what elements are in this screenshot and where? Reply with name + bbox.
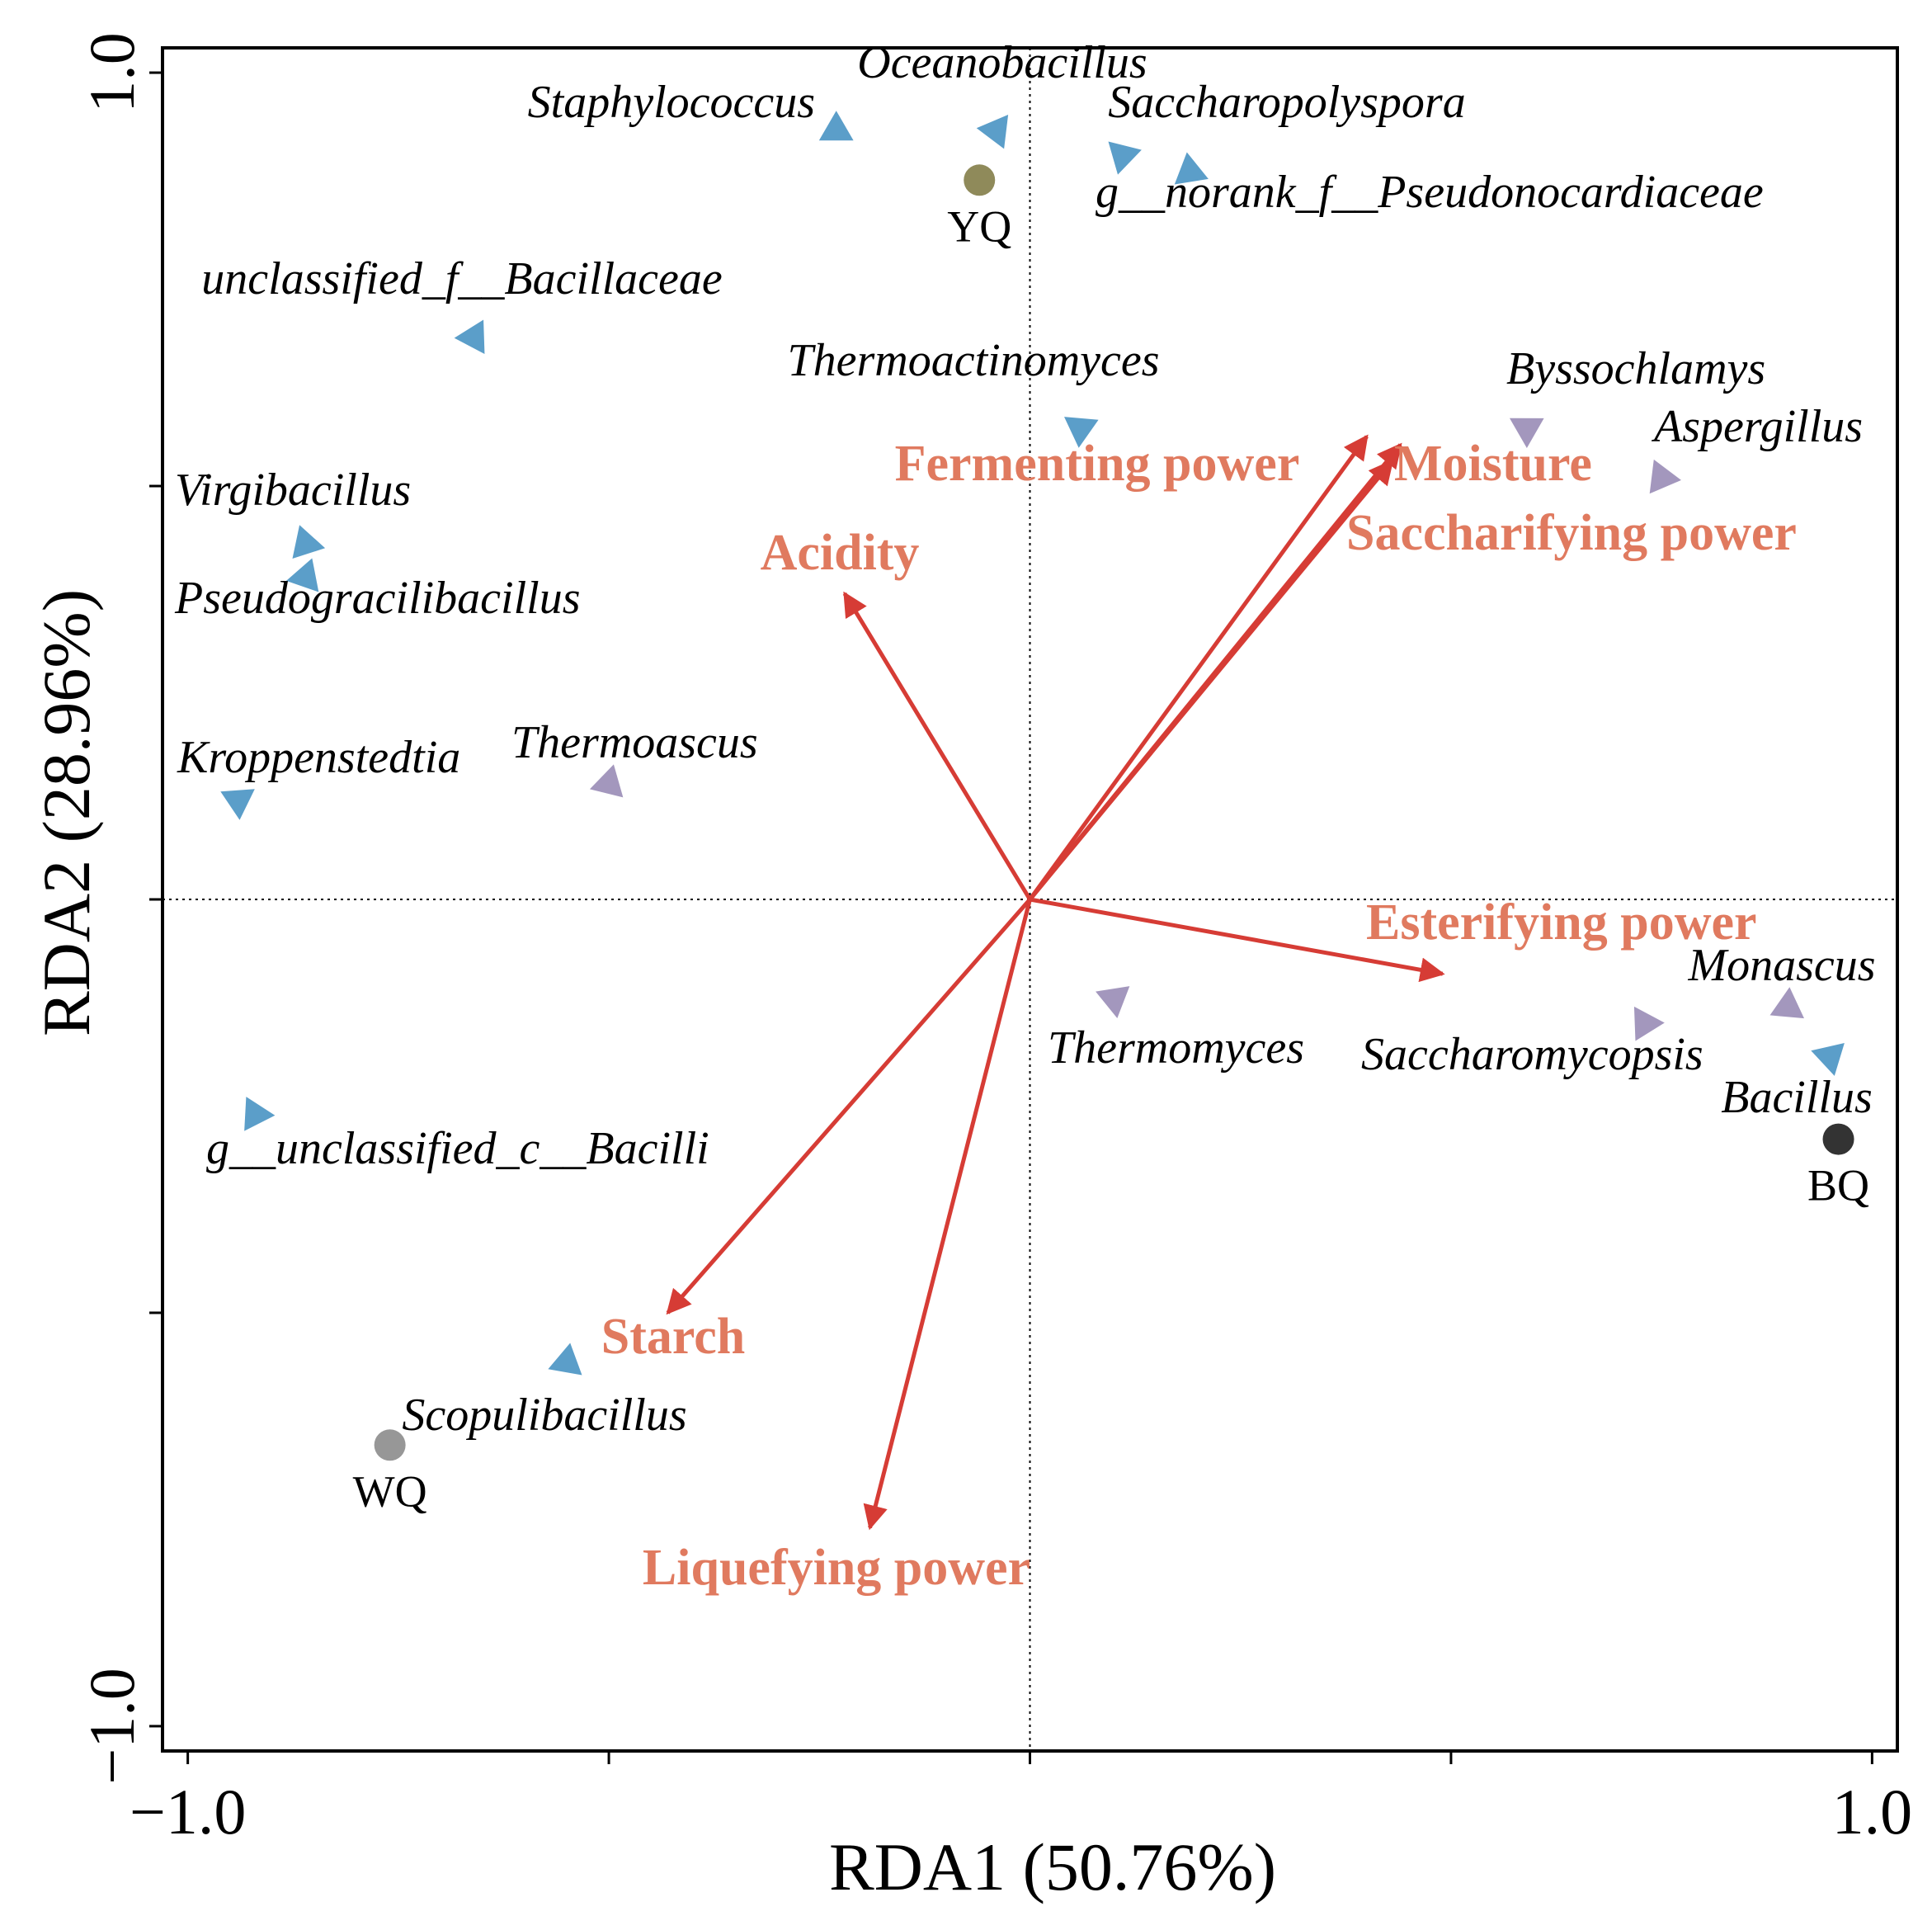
sample-points <box>374 164 1854 1461</box>
taxon-marker-scopulibacillus <box>548 1343 582 1376</box>
axis-tick-labels: −1.0 1.0 1.0 −1.0 <box>76 32 1912 1848</box>
env-label-saccharifying-power: Saccharifying power <box>1346 505 1797 561</box>
x-axis-title: RDA1 (50.76%) <box>829 1829 1276 1904</box>
taxon-label-g-norank-f-pseudonocardiaceae: g__norank_f__Pseudonocardiaceae <box>1096 167 1764 218</box>
taxon-marker-thermoascus <box>589 764 624 798</box>
y-axis-title: RDA2 (28.96%) <box>29 589 104 1036</box>
taxon-marker-aspergillus <box>1649 459 1681 494</box>
taxon-marker-saccharopolyspora <box>1108 141 1142 175</box>
taxon-marker-thermomyces <box>1096 986 1130 1018</box>
taxon-label-g-unclassified-c-bacilli: g__unclassified_c__Bacilli <box>206 1123 709 1174</box>
taxon-label-unclassified-f-bacillaceae: unclassified_f__Bacillaceae <box>201 253 722 304</box>
taxon-label-bacillus: Bacillus <box>1721 1072 1873 1123</box>
env-arrow-liquefying-power <box>863 899 1032 1531</box>
sample-label-bq: BQ <box>1807 1161 1869 1210</box>
env-label-esterifying-power: Esterifying power <box>1366 894 1757 951</box>
taxon-label-monascus: Monascus <box>1687 940 1875 991</box>
env-label-acidity: Acidity <box>761 525 920 581</box>
sample-marker-yq <box>964 164 996 196</box>
taxon-marker-unclassified-f-bacillaceae <box>454 319 485 355</box>
taxon-label-saccharomycopsis: Saccharomycopsis <box>1361 1029 1703 1080</box>
environmental-vectors <box>666 434 1445 1531</box>
taxon-marker-g-norank-f-pseudonocardiaceae <box>1174 152 1209 185</box>
sample-label-wq: WQ <box>353 1466 427 1516</box>
taxon-marker-bacillus <box>1811 1043 1845 1076</box>
env-label-fermenting-power: Fermenting power <box>895 436 1300 492</box>
x-tick-label: −1.0 <box>130 1776 247 1848</box>
taxon-marker-virgibacillus <box>292 525 326 559</box>
taxon-marker-saccharomycopsis <box>1633 1006 1665 1041</box>
taxon-label-thermoascus: Thermoascus <box>511 717 758 768</box>
taxon-marker-pseudogracilibacillus <box>285 558 319 592</box>
sample-marker-wq <box>374 1429 406 1461</box>
taxa-points <box>220 111 1845 1376</box>
taxon-marker-kroppenstedtia <box>220 789 255 820</box>
taxon-marker-thermoactinomyces <box>1063 417 1099 448</box>
taxon-label-kroppenstedtia: Kroppenstedtia <box>177 732 460 783</box>
sample-marker-bq <box>1822 1123 1854 1155</box>
taxon-label-saccharopolyspora: Saccharopolyspora <box>1108 77 1465 128</box>
env-label-liquefying-power: Liquefying power <box>643 1540 1030 1596</box>
env-label-moisture: Moisture <box>1394 436 1592 492</box>
env-arrow-saccharifying-power <box>1028 459 1394 901</box>
x-tick-label: 1.0 <box>1832 1776 1913 1848</box>
taxon-marker-oceanobacillus <box>976 115 1009 149</box>
taxon-label-thermoactinomyces: Thermoactinomyces <box>787 335 1159 386</box>
taxon-label-scopulibacillus: Scopulibacillus <box>402 1390 686 1441</box>
taxon-label-pseudogracilibacillus: Pseudogracilibacillus <box>174 573 581 624</box>
taxon-label-virgibacillus: Virgibacillus <box>175 465 411 516</box>
env-arrow-fermenting-power <box>1028 434 1369 901</box>
env-arrow-esterifying-power <box>1030 897 1445 983</box>
taxon-marker-staphylococcus <box>818 111 854 141</box>
env-arrow-acidity <box>842 591 1032 901</box>
taxon-label-staphylococcus: Staphylococcus <box>528 77 815 128</box>
axis-ticks <box>149 71 1873 1764</box>
taxon-label-aspergillus: Aspergillus <box>1651 401 1863 452</box>
y-tick-label: −1.0 <box>76 1668 148 1785</box>
env-arrow-starch <box>666 898 1032 1315</box>
taxon-marker-monascus <box>1769 987 1804 1019</box>
taxon-label-byssochlamys: Byssochlamys <box>1506 343 1765 394</box>
taxon-label-oceanobacillus: Oceanobacillus <box>857 37 1147 88</box>
taxon-label-thermomyces: Thermomyces <box>1048 1022 1304 1074</box>
point-labels: Acidity Fermenting power Moisture Saccharif… <box>174 37 1876 1596</box>
taxon-marker-byssochlamys <box>1509 418 1544 448</box>
y-tick-label: 1.0 <box>76 32 148 113</box>
sample-label-yq: YQ <box>947 201 1011 251</box>
env-label-starch: Starch <box>601 1309 746 1365</box>
taxon-marker-g-unclassified-c-bacilli <box>244 1097 276 1131</box>
